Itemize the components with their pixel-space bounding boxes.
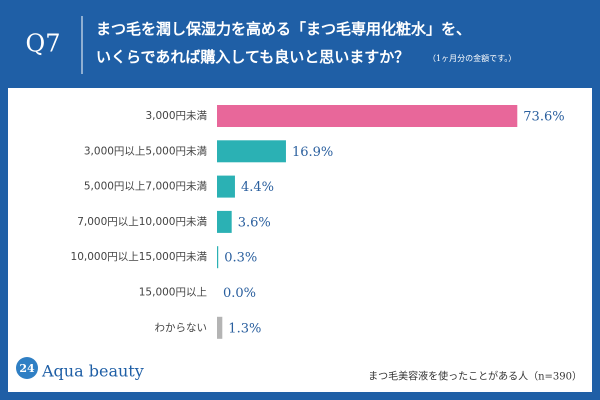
category-label: 10,000円以上15,000円未満 [71, 251, 208, 263]
title-line: いくらであれば購入しても良いと思いますか？ [96, 48, 409, 66]
bar [217, 246, 219, 269]
sample-note: まつ毛美容液を使ったことがある人（n=390） [368, 370, 582, 383]
chart-panel [8, 88, 592, 392]
category-label: 7,000円以上10,000円未満 [77, 216, 207, 228]
category-label: わからない [155, 322, 208, 334]
title-note: （1ヶ月分の金額です。） [428, 53, 516, 63]
question-number: Q7 [26, 30, 61, 58]
bar [217, 175, 235, 198]
category-label: 15,000円以上 [139, 287, 207, 299]
bar [217, 316, 223, 339]
bar [217, 105, 518, 127]
bar [217, 210, 232, 233]
value-label: 73.6% [523, 110, 564, 125]
bar [217, 140, 286, 163]
title-line: まつ毛を潤し保湿力を高める「まつ毛専用化粧水」を、 [96, 20, 471, 38]
category-label: 3,000円未満 [145, 110, 207, 122]
logo-mark [16, 357, 38, 379]
value-label: 3.6% [238, 215, 271, 230]
logo-number: 24 [19, 362, 35, 375]
value-label: 4.4% [241, 180, 274, 195]
bar-chart: 3,000円未満 73.6% 3,000円以上5,000円未満 16.9% 5,000円… [71, 105, 565, 339]
value-label: 0.0% [223, 286, 256, 301]
value-label: 16.9% [292, 145, 333, 160]
value-label: 1.3% [228, 321, 261, 336]
category-label: 3,000円以上5,000円未満 [84, 145, 208, 157]
value-label: 0.3% [224, 251, 257, 266]
category-label: 5,000円以上7,000円未満 [84, 181, 208, 193]
brand-name: Aqua beauty [41, 362, 144, 381]
